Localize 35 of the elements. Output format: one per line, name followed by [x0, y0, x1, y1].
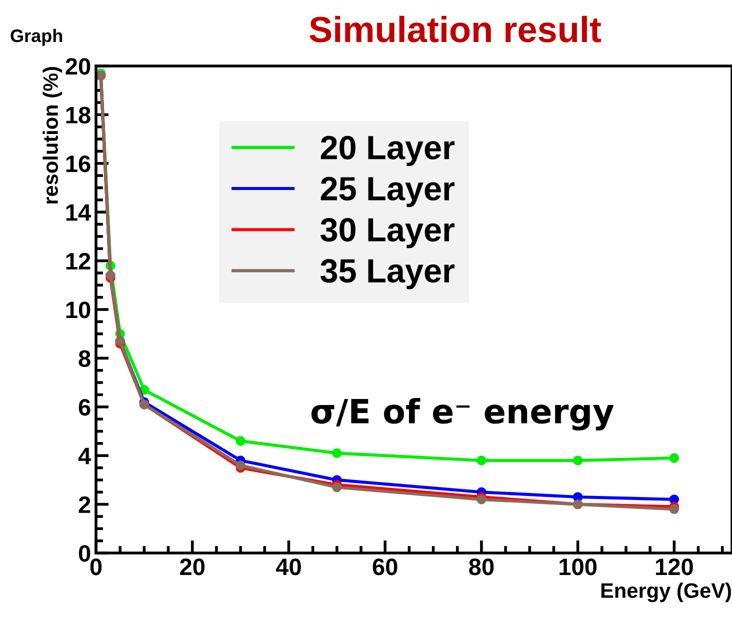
point [332, 448, 342, 458]
text: Graph [10, 28, 62, 46]
y-tick-label: 18 [66, 106, 90, 124]
point [669, 504, 680, 514]
y-tick-label: 8 [78, 350, 90, 367]
x-tick-label: 20 [180, 558, 205, 576]
point [236, 460, 246, 470]
y-tick-label: 2 [78, 496, 90, 513]
point [476, 494, 486, 504]
x-tick-label: 60 [372, 558, 398, 576]
legend-label: 20 Layer [320, 136, 455, 166]
y-tick-label: 4 [78, 448, 92, 464]
y-tick-label: 10 [66, 302, 90, 318]
point [476, 456, 486, 466]
x-tick-label: 40 [276, 558, 301, 576]
y-tick-label: 6 [78, 398, 90, 416]
y-tick-label: 16 [66, 155, 90, 172]
y-tick-label: 12 [66, 252, 90, 270]
chart-title: Simulation result [310, 16, 602, 42]
legend-label: 35 Layer [320, 259, 455, 290]
legend-label: 30 Layer [320, 218, 455, 248]
point [572, 456, 583, 466]
y-tick-label: 14 [66, 204, 92, 221]
annotation: σ/E of e⁻ energy [311, 398, 614, 430]
y-tick-label: 20 [66, 58, 90, 75]
x-tick-label: 120 [656, 558, 693, 576]
y-axis-title: resolution (%) [42, 67, 62, 204]
legend-label: 25 Layer [320, 176, 455, 208]
x-axis-title: Energy (GeV) [601, 582, 731, 602]
x-tick-label: 100 [560, 558, 597, 576]
y-tick-label: 0 [78, 545, 90, 562]
point [669, 453, 680, 463]
point [332, 482, 342, 492]
point [236, 436, 246, 446]
x-tick-label: 80 [469, 558, 494, 576]
